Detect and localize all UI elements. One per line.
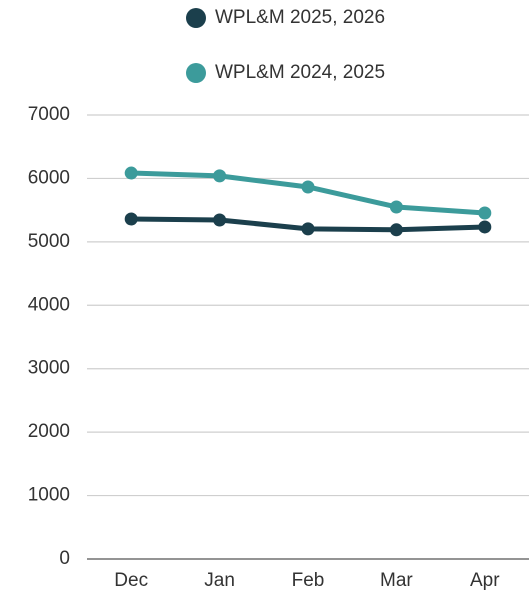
data-point (124, 212, 138, 226)
x-tick-label: Jan (204, 570, 235, 591)
x-tick-label: Apr (470, 570, 500, 591)
y-tick-label: 4000 (28, 294, 70, 315)
legend-label: WPL&M 2024, 2025 (215, 62, 385, 83)
x-tick-label: Dec (114, 570, 148, 591)
x-tick-label: Feb (292, 570, 325, 591)
legend-marker (186, 63, 206, 83)
data-point (389, 200, 403, 214)
data-point (478, 206, 492, 220)
data-point (389, 223, 403, 237)
y-tick-label: 5000 (28, 231, 70, 252)
y-tick-label: 7000 (28, 104, 70, 125)
data-point (124, 166, 138, 180)
data-point (301, 222, 315, 236)
legend-label: WPL&M 2025, 2026 (215, 7, 385, 28)
data-point (213, 169, 227, 183)
data-point (213, 213, 227, 227)
data-point (478, 220, 492, 234)
y-tick-label: 1000 (28, 485, 70, 506)
y-tick-label: 0 (59, 548, 70, 569)
y-tick-label: 6000 (28, 167, 70, 188)
legend-marker (186, 8, 206, 28)
data-point (301, 180, 315, 194)
y-tick-label: 3000 (28, 358, 70, 379)
x-tick-label: Mar (380, 570, 413, 591)
y-tick-label: 2000 (28, 421, 70, 442)
